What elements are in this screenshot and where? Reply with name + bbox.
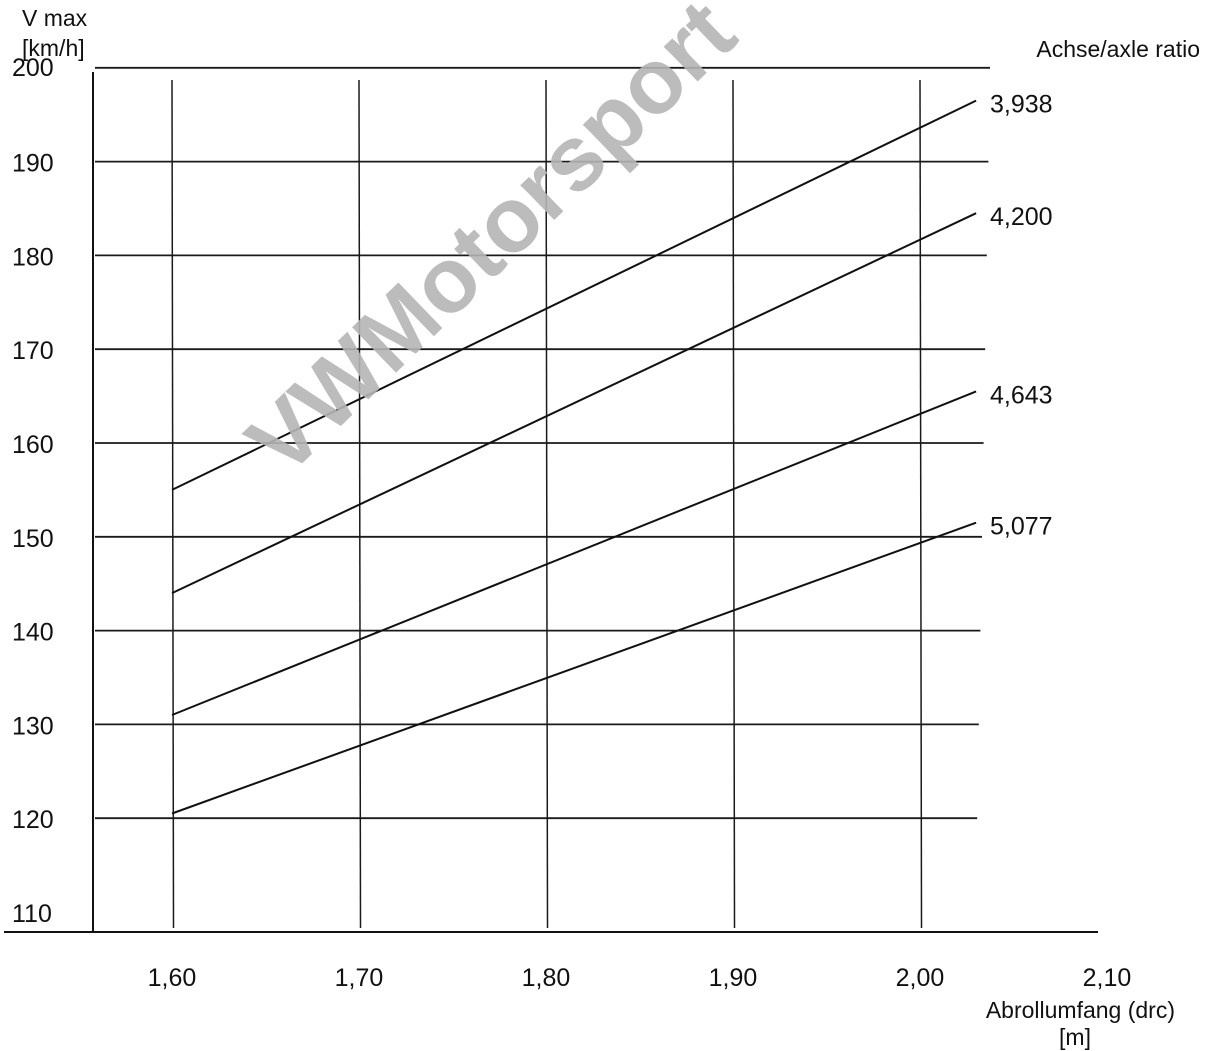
x-gridline-1.6 bbox=[171, 79, 175, 929]
y-tick-label-200: 200 bbox=[12, 54, 54, 82]
series-label-4,200: 4,200 bbox=[990, 203, 1053, 231]
grid bbox=[95, 66, 990, 929]
x-gridline-1.8 bbox=[545, 79, 549, 929]
y-tick-label-180: 180 bbox=[12, 243, 54, 271]
axes bbox=[4, 72, 1098, 933]
series-line-4,643 bbox=[171, 390, 977, 716]
x-tick-label-1,80: 1,80 bbox=[522, 964, 571, 992]
series-label-3,938: 3,938 bbox=[990, 91, 1053, 119]
x-axis-title-line1: Abrollumfang (drc) bbox=[986, 997, 1175, 1023]
y-tick-label-110: 110 bbox=[12, 900, 52, 928]
y-tick-label-130: 130 bbox=[12, 712, 54, 740]
x-tick-label-1,70: 1,70 bbox=[335, 964, 384, 992]
y-tick-label-140: 140 bbox=[12, 619, 54, 647]
x-axis-title-line2: [m] bbox=[1059, 1024, 1091, 1050]
x-tick-label-1,90: 1,90 bbox=[709, 964, 758, 992]
series-label-4,643: 4,643 bbox=[990, 381, 1053, 409]
series-line-3,938 bbox=[171, 99, 977, 491]
x-gridline-1.9 bbox=[732, 79, 736, 929]
y-axis-title-line1: V max bbox=[22, 5, 88, 31]
series-line-5,077 bbox=[171, 521, 977, 815]
legend-title: Achse/axle ratio bbox=[1036, 36, 1200, 62]
labels: 110 120 130 140 150 160 170 180 190 200 1,60 1,70 1,… bbox=[12, 54, 1131, 992]
x-tick-label-2,10: 2,10 bbox=[1083, 964, 1132, 992]
series-lines bbox=[171, 99, 977, 815]
watermark: VWMotorsport bbox=[228, 0, 755, 494]
series-line-4,200 bbox=[171, 212, 977, 595]
y-tick-label-160: 160 bbox=[12, 431, 54, 459]
series-label-5,077: 5,077 bbox=[990, 513, 1053, 541]
y-tick-label-150: 150 bbox=[12, 525, 54, 553]
y-tick-label-120: 120 bbox=[12, 806, 54, 834]
y-tick-label-170: 170 bbox=[12, 337, 54, 365]
x-gridline-2 bbox=[919, 79, 923, 929]
y-axis-title-line2: [km/h] bbox=[22, 35, 85, 61]
y-tick-label-190: 190 bbox=[12, 150, 54, 178]
x-tick-label-2,00: 2,00 bbox=[896, 964, 945, 992]
x-tick-label-1,60: 1,60 bbox=[148, 964, 197, 992]
